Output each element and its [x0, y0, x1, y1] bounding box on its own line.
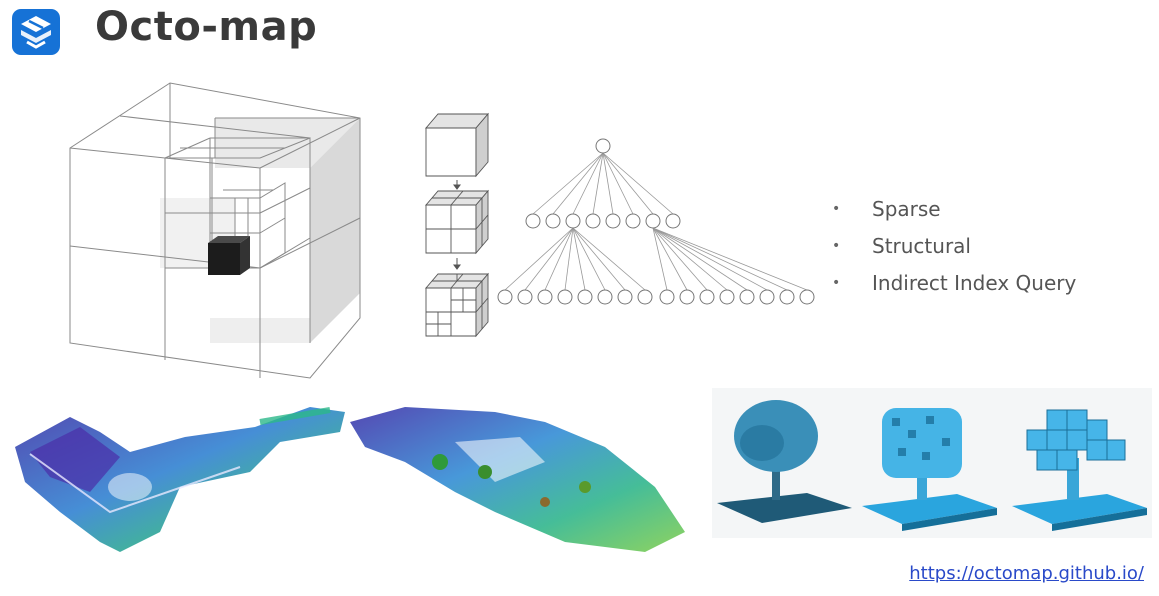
slide-title: Octo-map	[95, 4, 318, 50]
tree-node	[565, 213, 581, 229]
tree-edge	[524, 227, 574, 291]
tree-leaf-node	[577, 289, 593, 305]
tree-node	[525, 213, 541, 229]
tree-edge	[652, 227, 668, 291]
tree-node	[545, 213, 561, 229]
list-item: • Sparse	[832, 190, 1076, 227]
tree-edge	[552, 152, 604, 215]
source-link[interactable]: https://octomap.github.io/	[909, 563, 1144, 584]
tree-node	[625, 213, 641, 229]
tree-leaf-node	[759, 289, 775, 305]
tree-leaf-node	[557, 289, 573, 305]
tree-leaf-node	[679, 289, 695, 305]
point-cloud-map-image	[350, 407, 685, 552]
tree-edge	[564, 227, 574, 291]
octree-node-diagram	[497, 138, 815, 305]
tree-leaf-node	[597, 289, 613, 305]
tree-leaf-node	[719, 289, 735, 305]
tree-edge	[572, 227, 646, 291]
tree-leaf-node	[537, 289, 553, 305]
tree-edge	[652, 227, 728, 291]
tree-edge	[602, 152, 614, 215]
tree-leaf-node	[517, 289, 533, 305]
tree-node	[605, 213, 621, 229]
tree-leaf-node	[779, 289, 795, 305]
point-cloud-map-image	[15, 407, 345, 552]
tree-edge	[504, 227, 574, 291]
tree-edge	[652, 227, 768, 291]
tree-leaf-node	[617, 289, 633, 305]
list-item: • Structural	[832, 227, 1076, 264]
bullet-marker: •	[832, 274, 841, 291]
tree-leaf-node	[659, 289, 675, 305]
tree-edge	[652, 227, 748, 291]
tree-edge	[572, 227, 586, 291]
tree-edge	[602, 152, 674, 215]
tree-node	[585, 213, 601, 229]
tree-edge	[572, 152, 604, 215]
tree-leaf-node	[739, 289, 755, 305]
tree-edge	[652, 227, 808, 291]
tree-edge	[572, 227, 626, 291]
tree-root-node	[595, 138, 611, 154]
tree-edge	[652, 227, 708, 291]
bullet-text: Sparse	[872, 196, 941, 221]
tree-edge	[602, 152, 634, 215]
tree-voxelization-image	[712, 388, 1152, 538]
list-item: • Indirect Index Query	[832, 264, 1076, 301]
feature-list: • Sparse • Structural • Indirect Index Q…	[832, 190, 1076, 301]
tree-node	[645, 213, 661, 229]
tree-leaf-node	[799, 289, 815, 305]
tree-leaf-node	[497, 289, 513, 305]
tree-leaf-node	[699, 289, 715, 305]
tree-edge	[532, 152, 604, 215]
brand-logo-icon	[12, 9, 60, 55]
octree-cube-diagram	[69, 82, 361, 379]
bullet-marker: •	[832, 237, 841, 254]
tree-edge	[592, 152, 604, 215]
cube-subdivision-stack	[425, 112, 489, 338]
tree-edge	[652, 227, 788, 291]
tree-node	[665, 213, 681, 229]
bullet-text: Indirect Index Query	[872, 270, 1077, 295]
tree-edge	[572, 227, 606, 291]
down-arrow-icon	[453, 180, 461, 270]
tree-edge	[544, 227, 574, 291]
tree-edge	[602, 152, 654, 215]
tree-edge	[652, 227, 688, 291]
bullet-marker: •	[832, 200, 841, 217]
bullet-text: Structural	[872, 233, 971, 258]
tree-leaf-node	[637, 289, 653, 305]
